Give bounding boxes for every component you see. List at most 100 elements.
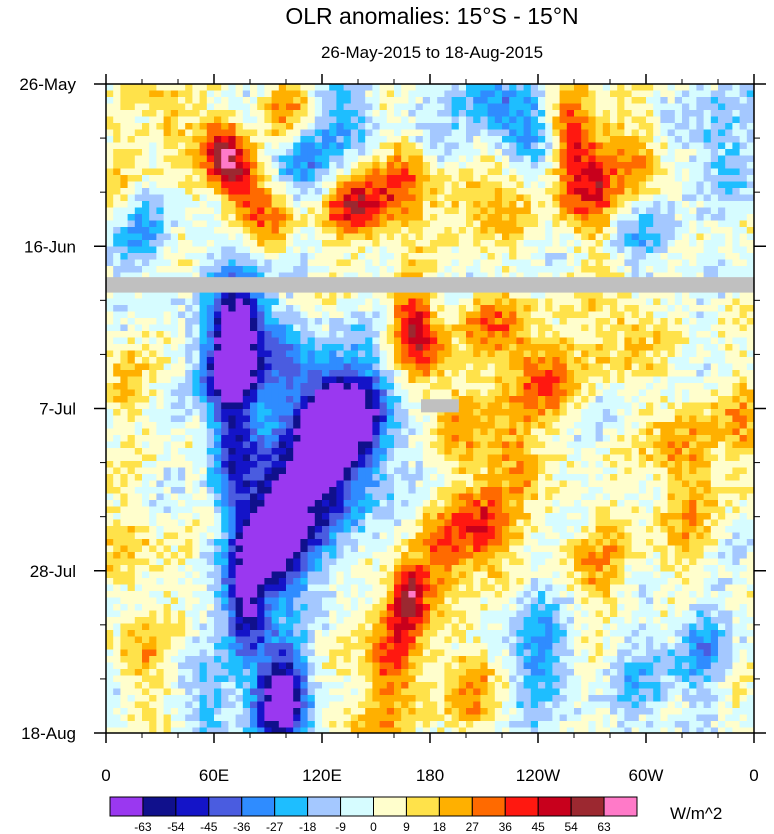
field-cell [444,136,453,144]
field-cell [523,350,532,358]
field-cell [415,389,424,397]
field-cell [422,305,431,313]
field-cell [617,376,625,384]
field-cell [379,428,388,436]
field-cell [718,175,726,183]
field-cell [221,415,229,423]
field-cell [278,266,287,274]
field-cell [545,383,553,391]
field-cell [458,324,467,332]
field-cell [322,428,330,436]
field-cell [372,97,381,105]
field-cell [408,259,417,267]
field-cell [343,220,352,228]
field-cell [408,311,417,319]
field-cell [696,214,705,222]
field-cell [415,162,424,170]
field-cell [264,110,273,118]
field-cell [264,389,273,397]
field-cell [120,214,129,222]
field-cell [228,194,237,202]
field-cell [516,123,525,131]
field-cell [538,396,546,404]
field-cell [365,376,373,384]
field-cell [365,337,373,345]
field-cell [106,266,114,274]
field-cell [401,214,409,222]
field-cell [466,246,474,254]
field-cell [257,415,265,423]
field-cell [257,357,265,365]
field-cell [466,103,474,111]
field-cell [350,240,359,248]
field-cell [415,292,424,300]
field-cell [530,129,539,137]
field-cell [674,415,683,423]
field-cell [372,272,381,280]
field-cell [250,240,258,248]
field-cell [725,246,733,254]
field-cell [358,110,366,118]
field-cell [660,311,669,319]
field-cell [509,142,517,150]
field-cell [206,227,215,235]
field-cell [682,168,690,176]
field-cell [365,116,373,124]
field-cell [552,84,561,92]
field-cell [314,103,323,111]
field-cell [516,136,525,144]
field-cell [509,357,517,365]
field-cell [113,162,121,170]
field-cell [163,266,172,274]
field-cell [710,194,719,202]
field-cell [350,331,359,339]
field-cell [667,84,676,92]
field-cell [617,331,625,339]
field-cell [271,168,280,176]
field-cell [134,201,143,209]
field-cell [710,175,719,183]
field-cell [602,123,611,131]
field-cell [624,350,633,358]
field-cell [595,142,604,150]
field-cell [358,155,366,163]
field-cell [682,129,690,137]
field-cell [624,207,633,215]
field-cell [350,220,359,228]
field-cell [422,162,431,170]
field-cell [689,168,697,176]
field-cell [401,253,409,261]
field-cell [156,324,165,332]
field-cell [134,207,143,215]
field-cell [106,292,114,300]
field-cell [365,318,373,326]
field-cell [581,116,589,124]
field-cell [566,188,575,196]
field-cell [415,318,424,326]
field-cell [286,97,294,105]
field-cell [638,142,647,150]
field-cell [667,188,676,196]
field-cell [242,97,251,105]
field-cell [667,181,676,189]
field-cell [710,220,719,228]
field-cell [293,97,301,105]
field-cell [444,337,453,345]
field-cell [494,396,503,404]
field-cell [494,350,503,358]
field-cell [552,220,561,228]
field-cell [113,155,121,163]
field-cell [509,181,517,189]
field-cell [192,110,201,118]
field-cell [415,409,424,417]
field-cell [415,103,424,111]
field-cell [314,162,323,170]
field-cell [660,266,669,274]
field-cell [379,370,388,378]
field-cell [574,240,582,248]
field-cell [552,311,561,319]
field-cell [480,240,489,248]
field-cell [185,84,193,92]
field-cell [624,155,633,163]
field-cell [271,149,280,157]
